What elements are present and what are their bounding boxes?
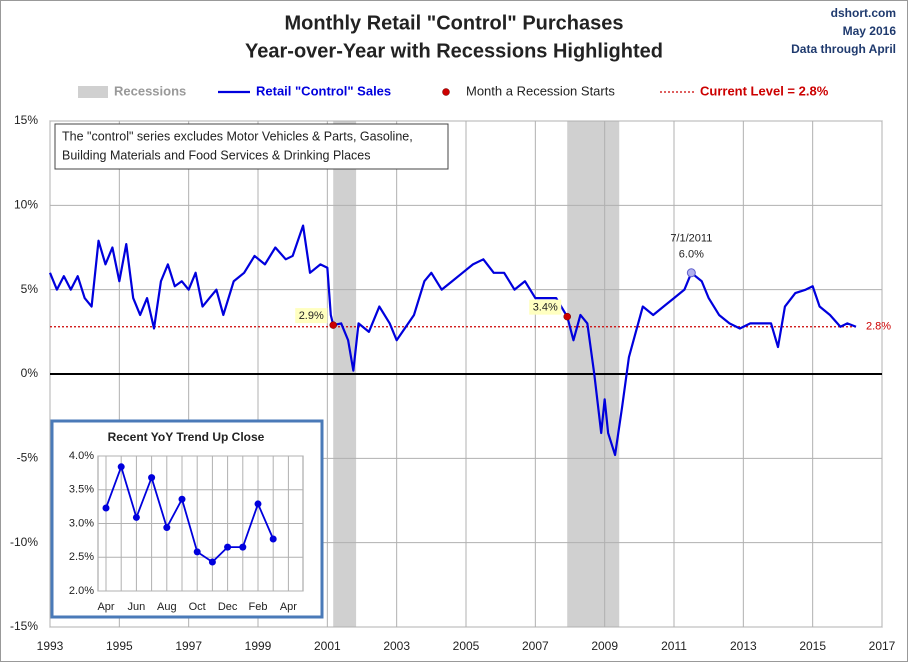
y-tick-label: 3.0% xyxy=(69,517,94,529)
x-tick-label: 2013 xyxy=(730,639,757,653)
data-line xyxy=(105,463,275,564)
note-box xyxy=(54,123,449,170)
recession-start xyxy=(329,321,337,329)
legend-label: Retail "Control" Sales xyxy=(256,83,391,98)
annotation: 6.0% xyxy=(679,249,704,261)
chart-subtitle: Year-over-Year with Recessions Highlight… xyxy=(245,40,663,62)
data-point xyxy=(102,504,110,512)
reference-label: 2.8% xyxy=(866,321,891,333)
note: Building Materials and Food Services & D… xyxy=(62,148,370,162)
data-point xyxy=(239,543,247,551)
x-tick-label: 1993 xyxy=(37,639,64,653)
x-tick-label: 1995 xyxy=(106,639,133,653)
data-point xyxy=(117,463,125,471)
x-tick-label: 2005 xyxy=(453,639,480,653)
y-tick-label: 0% xyxy=(21,366,39,380)
data-point xyxy=(254,500,262,508)
note: The "control" series excludes Motor Vehi… xyxy=(62,129,413,143)
legend-swatch xyxy=(442,88,450,96)
data-point xyxy=(178,495,186,503)
legend-label: Month a Recession Starts xyxy=(466,83,615,98)
y-tick-label: -10% xyxy=(10,535,38,549)
x-tick-label: Dec xyxy=(218,601,238,613)
x-tick-label: 2009 xyxy=(591,639,618,653)
x-tick-label: 2003 xyxy=(383,639,410,653)
x-tick-label: Feb xyxy=(249,601,268,613)
source: dshort.com xyxy=(831,6,896,20)
data-line xyxy=(48,224,857,457)
data-note: Data through April xyxy=(791,42,896,56)
x-tick-label: Apr xyxy=(280,601,297,613)
data-point xyxy=(224,543,232,551)
legend-label: Recessions xyxy=(114,83,186,98)
data-point xyxy=(148,474,156,482)
y-tick-label: 4.0% xyxy=(69,450,94,462)
recession-start xyxy=(563,312,571,321)
y-tick-label: 3.5% xyxy=(69,484,94,496)
data-point xyxy=(269,535,277,543)
legend-swatch xyxy=(78,86,108,98)
data-point xyxy=(193,548,201,556)
peak-marker xyxy=(686,268,696,278)
value-label: 3.4% xyxy=(533,302,558,314)
x-tick-label: 2001 xyxy=(314,639,341,653)
x-tick-label: 2011 xyxy=(661,639,687,653)
y-tick-label: -5% xyxy=(17,451,39,465)
y-tick-label: 5% xyxy=(21,282,39,296)
value-label-bg xyxy=(529,299,562,315)
x-tick-label: Jun xyxy=(128,601,146,613)
value-label: 2.9% xyxy=(299,310,324,322)
x-tick-label: Aug xyxy=(157,601,177,613)
x-tick-label: 2015 xyxy=(799,639,826,653)
value-label-bg xyxy=(295,308,328,324)
x-tick-label: Apr xyxy=(97,601,114,613)
y-tick-label: 2.0% xyxy=(69,585,94,597)
date: May 2016 xyxy=(843,24,897,38)
inset-title: Recent YoY Trend Up Close xyxy=(108,430,265,444)
y-tick-label: 2.5% xyxy=(69,551,94,563)
legend-label: Current Level = 2.8% xyxy=(700,83,829,98)
x-tick-label: 2007 xyxy=(522,639,549,653)
x-tick-label: Oct xyxy=(189,601,206,613)
x-tick-label: 1997 xyxy=(175,639,202,653)
y-tick-label: 10% xyxy=(14,198,38,212)
annotation: 7/1/2011 xyxy=(670,233,712,245)
x-tick-label: 2017 xyxy=(869,639,896,653)
data-point xyxy=(132,513,140,521)
data-point xyxy=(208,558,216,566)
y-tick-label: 15% xyxy=(14,113,38,127)
chart-title: Monthly Retail "Control" Purchases xyxy=(284,12,623,34)
y-tick-label: -15% xyxy=(10,619,38,633)
data-point xyxy=(163,524,171,532)
x-tick-label: 1999 xyxy=(245,639,272,653)
